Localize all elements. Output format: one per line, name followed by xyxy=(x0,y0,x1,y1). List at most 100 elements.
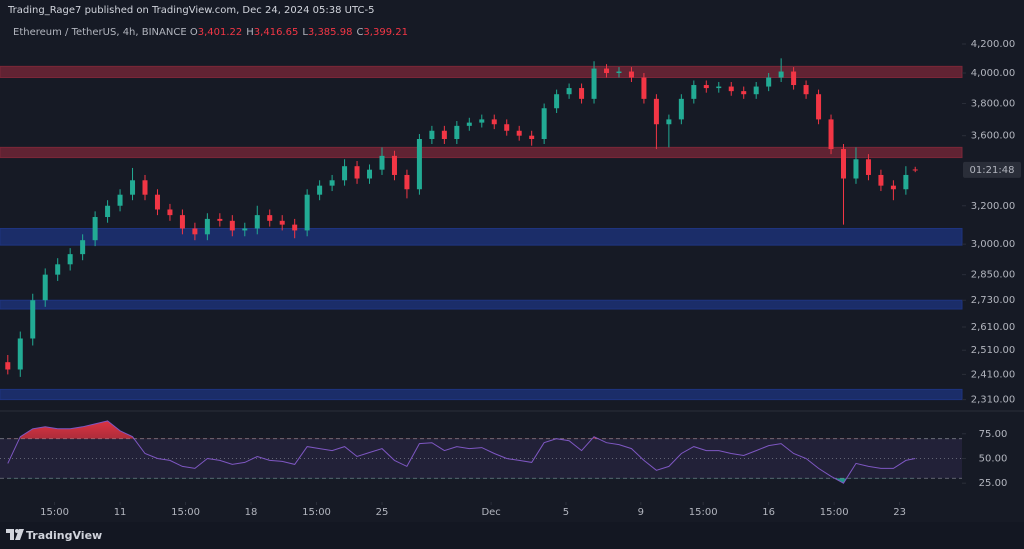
ohlc-value: 3,401.22 xyxy=(197,27,243,38)
ohlc-prefix: O xyxy=(189,27,198,38)
candle-body xyxy=(504,124,510,131)
brand-logo xyxy=(6,529,24,540)
candle-body xyxy=(703,85,709,89)
candle-body xyxy=(454,125,460,140)
overbought-fill xyxy=(19,420,599,439)
candle-body xyxy=(828,119,834,150)
candle-body xyxy=(766,77,772,87)
candle-body xyxy=(267,215,273,221)
x-tick-label: 16 xyxy=(762,507,775,518)
candle-body xyxy=(865,159,871,175)
y-tick-label: 75.00 xyxy=(979,429,1008,440)
candle-body xyxy=(342,166,348,181)
y-tick-label: 4,200.00 xyxy=(971,39,1016,50)
y-tick-label: 25.00 xyxy=(979,478,1008,489)
candle-body xyxy=(416,139,422,190)
x-tick-label: 15:00 xyxy=(40,507,69,518)
candle-body xyxy=(217,218,223,221)
candle-body xyxy=(653,98,659,125)
candle-body xyxy=(466,122,472,126)
candle-body xyxy=(92,217,98,241)
candle-body xyxy=(841,149,847,179)
y-tick-label: 2,310.00 xyxy=(971,395,1016,406)
candle-body xyxy=(105,205,111,218)
x-tick-label: 15:00 xyxy=(820,507,849,518)
candle-body xyxy=(304,194,310,231)
candle-body xyxy=(741,91,747,95)
x-tick-label: 5 xyxy=(563,507,569,518)
candle-body xyxy=(803,85,809,95)
candle-body xyxy=(441,130,447,140)
y-tick-label: 3,200.00 xyxy=(971,201,1016,212)
candle-body xyxy=(242,228,248,231)
countdown-box xyxy=(963,161,1021,178)
candle-body xyxy=(691,85,697,99)
zone xyxy=(0,299,963,310)
ohlc-value: 3,385.98 xyxy=(307,27,353,38)
candle-body xyxy=(80,240,86,255)
ohlc-prefix: H xyxy=(246,27,254,38)
candle-body xyxy=(878,174,884,186)
candle-body xyxy=(853,159,859,179)
candle-body xyxy=(55,264,61,275)
x-tick-label: 15:00 xyxy=(171,507,200,518)
ohlc-value: 3,399.21 xyxy=(363,27,408,38)
y-tick-label: 2,410.00 xyxy=(971,369,1016,380)
ohlc-prefix: C xyxy=(356,27,364,38)
zone xyxy=(0,65,963,78)
candle-body xyxy=(604,68,610,74)
publish-header: Trading_Rage7 published on TradingView.c… xyxy=(8,5,375,16)
candle-body xyxy=(229,220,235,231)
y-tick-label: 2,510.00 xyxy=(971,345,1016,356)
y-tick-label: 2,610.00 xyxy=(971,322,1016,333)
candle-body xyxy=(130,180,136,195)
candle-body xyxy=(728,86,734,92)
candle-body xyxy=(566,88,572,95)
y-tick-label: 4,000.00 xyxy=(971,68,1016,79)
candle-body xyxy=(379,155,385,170)
candle-body xyxy=(354,166,360,179)
x-tick-label: 9 xyxy=(638,507,644,518)
candle-body xyxy=(279,220,285,225)
symbol-title: Ethereum / TetherUS, 4h, BINANCE xyxy=(13,27,187,38)
x-tick-label: Dec xyxy=(481,507,500,518)
symbol-legend: Ethereum / TetherUS, 4h, BINANCE O3,401.… xyxy=(13,27,412,38)
candle-body xyxy=(516,130,522,136)
zone xyxy=(0,146,963,159)
candle-body xyxy=(154,194,160,210)
candle-body xyxy=(541,108,547,140)
candle-body xyxy=(17,338,23,370)
candle-body xyxy=(391,155,397,175)
candle-body xyxy=(42,274,48,301)
countdown: 01:21:48 xyxy=(970,165,1015,176)
candle-body xyxy=(204,218,210,235)
candle-body xyxy=(30,300,36,339)
ohlc-value: 3,416.65 xyxy=(253,27,299,38)
candle-body xyxy=(641,77,647,99)
y-tick-label: 3,000.00 xyxy=(971,239,1016,250)
x-tick-label: 15:00 xyxy=(689,507,718,518)
candle-body xyxy=(591,68,597,99)
candle-body xyxy=(554,94,560,109)
x-tick-label: 23 xyxy=(893,507,906,518)
candle-body xyxy=(778,71,784,78)
candle-body xyxy=(67,254,73,265)
rsi-line xyxy=(7,420,916,484)
candle-body xyxy=(816,94,822,120)
ohlc-prefix: L xyxy=(302,27,308,38)
zone xyxy=(0,227,963,246)
y-tick-label: 3,800.00 xyxy=(971,99,1016,110)
candle-body xyxy=(192,228,198,235)
y-tick-label: 50.00 xyxy=(979,453,1008,464)
chart: 4,200.00 4,000.00 3,800.00 3,600.00 3,200.00… xyxy=(0,39,1024,518)
candle-body xyxy=(292,224,298,231)
candle-body xyxy=(5,362,11,370)
zone xyxy=(0,388,963,401)
candle-body xyxy=(579,88,585,99)
candle-body xyxy=(329,180,335,186)
candle-body xyxy=(903,174,909,190)
candle-body xyxy=(890,185,896,190)
candle-body xyxy=(628,71,634,78)
candle-body xyxy=(716,86,722,89)
